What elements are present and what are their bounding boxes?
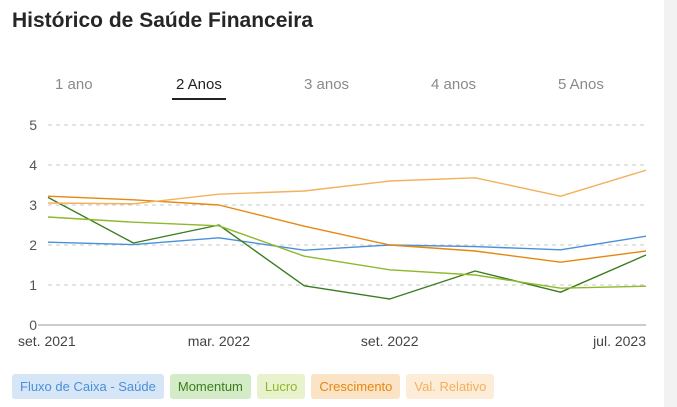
legend-lucro[interactable]: Lucro: [256, 374, 306, 399]
tab-1-ano[interactable]: 1 ano: [55, 62, 93, 100]
legend-val-relativo[interactable]: Val. Relativo: [406, 374, 495, 399]
series-line-lucro: [47, 216, 647, 289]
series-line-momentum: [47, 196, 647, 300]
financial-health-line-chart: 0 1 2 3 4 5 set. 2021 mar. 2022 set. 2022 jul. 20…: [18, 117, 647, 349]
series-line-fluxo-de-caixa-sa-de: [47, 235, 647, 251]
legend-fluxo-de-caixa[interactable]: Fluxo de Caixa - Saúde: [12, 374, 164, 399]
legend-momentum[interactable]: Momentum: [169, 374, 251, 399]
x-tick-label: jul. 2023: [592, 333, 646, 349]
series-line-val-relativo: [47, 169, 647, 205]
chart-legend: Fluxo de Caixa - Saúde Momentum Lucro Cr…: [12, 374, 495, 399]
tab-4-anos[interactable]: 4 anos: [431, 62, 476, 100]
tab-2-anos[interactable]: 2 Anos: [172, 62, 226, 100]
page-title: Histórico de Saúde Financeira: [12, 9, 314, 32]
period-tabs: 1 ano 2 Anos 3 anos 4 anos 5 Anos: [12, 62, 652, 102]
y-tick-label: 2: [29, 237, 37, 253]
legend-crescimento[interactable]: Crescimento: [311, 374, 401, 399]
series-line-crescimento: [47, 195, 647, 263]
x-tick-label: set. 2022: [361, 333, 419, 349]
y-tick-label: 5: [29, 117, 37, 133]
tab-3-anos[interactable]: 3 anos: [304, 62, 349, 100]
y-tick-label: 3: [29, 197, 37, 213]
y-tick-label: 0: [29, 317, 37, 333]
y-tick-label: 1: [29, 277, 37, 293]
tab-5-anos[interactable]: 5 Anos: [558, 62, 604, 100]
y-tick-label: 4: [29, 157, 37, 173]
x-tick-label: set. 2021: [18, 333, 76, 349]
x-tick-label: mar. 2022: [188, 333, 250, 349]
